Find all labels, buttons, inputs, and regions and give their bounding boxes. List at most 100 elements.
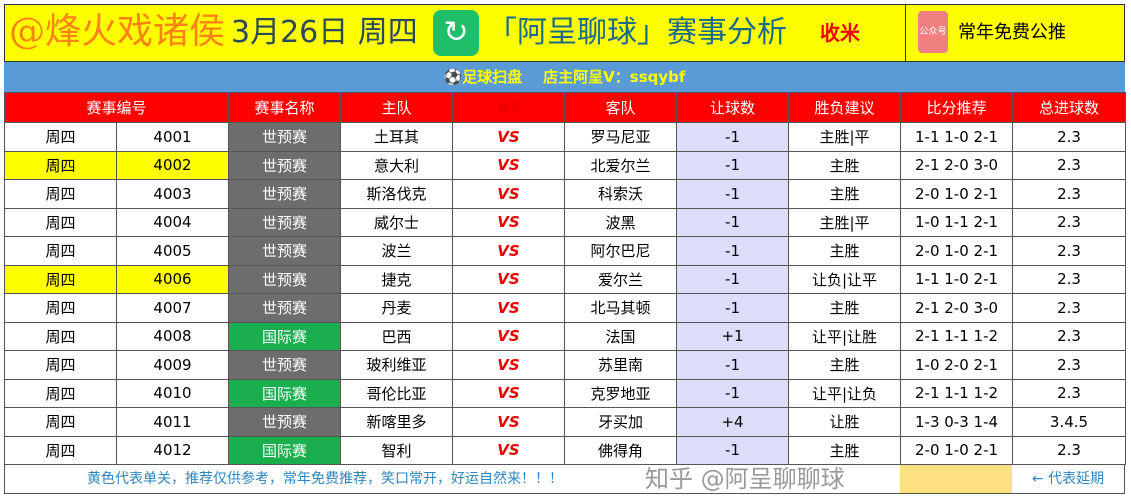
footer: 黄色代表单关，推荐仅供参考，常年免费推荐，笑口常开，好运自然来！！！ 知乎 @阿… xyxy=(4,464,1125,494)
delay-legend: ← 代表延期 xyxy=(1031,471,1105,487)
vs-icon: VS xyxy=(452,179,566,209)
table-row: 周四 4004 世预赛 威尔士 VS 波黑 -1 主胜|平 1-0 1-1 2-1 2.3 xyxy=(4,207,1127,237)
cell-no: 4012 xyxy=(115,435,230,465)
cell-day: 周四 xyxy=(4,321,117,351)
vs-icon: VS xyxy=(452,207,566,237)
cell-league: 世预赛 xyxy=(228,407,342,437)
cell-hcp: -1 xyxy=(676,293,790,323)
cell-score: 1-0 1-1 2-1 xyxy=(900,207,1014,237)
cell-pick: 主胜|平 xyxy=(788,122,902,152)
cell-score: 1-1 1-0 2-1 xyxy=(900,122,1014,152)
cell-day: 周四 xyxy=(4,435,117,465)
cell-home: 丹麦 xyxy=(340,293,454,323)
cell-away: 北爱尔兰 xyxy=(564,150,678,180)
cell-day: 周四 xyxy=(4,150,117,180)
cell-away: 北马其顿 xyxy=(564,293,678,323)
cell-league: 世预赛 xyxy=(228,236,342,266)
cell-home: 捷克 xyxy=(340,264,454,294)
cell-no: 4005 xyxy=(115,236,230,266)
table-row: 周四 4005 世预赛 波兰 VS 阿尔巴尼 -1 主胜 2-0 1-0 2-1 2.3 xyxy=(4,236,1127,266)
vs-icon: VS xyxy=(452,150,566,180)
table-row: 周四 4003 世预赛 斯洛伐克 VS 科索沃 -1 主胜 2-0 1-0 2-1 2.3 xyxy=(4,179,1127,209)
column-header: VS xyxy=(452,92,566,123)
cell-hcp: -1 xyxy=(676,350,790,380)
cell-no: 4007 xyxy=(115,293,230,323)
page-title: 「阿呈聊球」赛事分析 xyxy=(487,15,787,50)
cell-league: 世预赛 xyxy=(228,179,342,209)
cell-goals: 3.4.5 xyxy=(1012,407,1127,437)
vs-icon: VS xyxy=(452,293,566,323)
cell-away: 科索沃 xyxy=(564,179,678,209)
free-text: 常年免费公推 xyxy=(958,22,1066,43)
cell-goals: 2.3 xyxy=(1012,435,1127,465)
cell-home: 巴西 xyxy=(340,321,454,351)
cell-score: 2-1 2-0 3-0 xyxy=(900,150,1014,180)
table-row: 周四 4006 世预赛 捷克 VS 爱尔兰 -1 让负|让平 1-1 1-0 2-1 2.3 xyxy=(4,264,1127,294)
cell-league: 国际赛 xyxy=(228,378,342,408)
column-header: 让球数 xyxy=(676,92,790,123)
cell-league: 国际赛 xyxy=(228,435,342,465)
cell-home: 土耳其 xyxy=(340,122,454,152)
cell-hcp: -1 xyxy=(676,435,790,465)
cell-hcp: -1 xyxy=(676,207,790,237)
vs-icon: VS xyxy=(452,264,566,294)
table-row: 周四 4009 世预赛 玻利维亚 VS 苏里南 -1 主胜 1-0 2-0 2-1 2.3 xyxy=(4,350,1127,380)
cell-hcp: -1 xyxy=(676,150,790,180)
table-row: 周四 4007 世预赛 丹麦 VS 北马其顿 -1 主胜 2-1 2-0 3-0 2.3 xyxy=(4,293,1127,323)
column-header: 赛事编号 xyxy=(3,92,230,123)
cell-goals: 2.3 xyxy=(1012,150,1127,180)
column-header: 总进球数 xyxy=(1012,92,1127,123)
match-date: 3月26日 周四 xyxy=(231,15,418,50)
cell-hcp: -1 xyxy=(676,264,790,294)
table-row: 周四 4012 国际赛 智利 VS 佛得角 -1 主胜 2-0 1-0 2-1 2.3 xyxy=(4,435,1127,465)
cell-away: 阿尔巴尼 xyxy=(564,236,678,266)
cell-hcp: +4 xyxy=(676,407,790,437)
refresh-circle-icon: ↻ xyxy=(433,10,479,56)
cell-day: 周四 xyxy=(4,264,117,294)
cell-away: 罗马尼亚 xyxy=(564,122,678,152)
cell-day: 周四 xyxy=(4,236,117,266)
cell-no: 4010 xyxy=(115,378,230,408)
cell-pick: 让负|让平 xyxy=(788,264,902,294)
cell-hcp: -1 xyxy=(676,122,790,152)
cell-score: 2-1 2-0 3-0 xyxy=(900,293,1014,323)
cell-home: 波兰 xyxy=(340,236,454,266)
vs-icon: VS xyxy=(452,350,566,380)
cell-pick: 主胜 xyxy=(788,350,902,380)
cell-home: 哥伦比亚 xyxy=(340,378,454,408)
cell-away: 克罗地亚 xyxy=(564,378,678,408)
sub-bar: ⚽足球扫盘 店主阿呈V：ssqybf xyxy=(4,62,1125,92)
cell-no: 4008 xyxy=(115,321,230,351)
cell-goals: 2.3 xyxy=(1012,321,1127,351)
vs-icon: VS xyxy=(452,236,566,266)
cell-goals: 2.3 xyxy=(1012,378,1127,408)
watermark: @烽火戏诸侯 xyxy=(9,11,226,52)
cell-day: 周四 xyxy=(4,207,117,237)
cell-pick: 主胜|平 xyxy=(788,207,902,237)
cell-score: 1-0 2-0 2-1 xyxy=(900,350,1014,380)
cell-home: 斯洛伐克 xyxy=(340,179,454,209)
vs-icon: VS xyxy=(452,321,566,351)
cell-away: 法国 xyxy=(564,321,678,351)
vs-icon: VS xyxy=(452,407,566,437)
cell-pick: 主胜 xyxy=(788,236,902,266)
cell-no: 4006 xyxy=(115,264,230,294)
cell-home: 新喀里多 xyxy=(340,407,454,437)
cell-score: 1-1 1-0 2-1 xyxy=(900,264,1014,294)
cell-pick: 主胜 xyxy=(788,150,902,180)
cell-hcp: -1 xyxy=(676,179,790,209)
vs-icon: VS xyxy=(452,435,566,465)
cell-away: 苏里南 xyxy=(564,350,678,380)
cell-no: 4011 xyxy=(115,407,230,437)
column-header: 比分推荐 xyxy=(900,92,1014,123)
cell-no: 4002 xyxy=(115,150,230,180)
vs-icon: VS xyxy=(452,122,566,152)
cell-league: 世预赛 xyxy=(228,264,342,294)
cell-pick: 让胜 xyxy=(788,407,902,437)
cell-home: 意大利 xyxy=(340,150,454,180)
promo-box: 公众号 常年免费公推 xyxy=(905,5,1125,61)
cell-away: 佛得角 xyxy=(564,435,678,465)
cell-hcp: -1 xyxy=(676,236,790,266)
cell-goals: 2.3 xyxy=(1012,207,1127,237)
phone-icon: 公众号 xyxy=(918,11,948,53)
